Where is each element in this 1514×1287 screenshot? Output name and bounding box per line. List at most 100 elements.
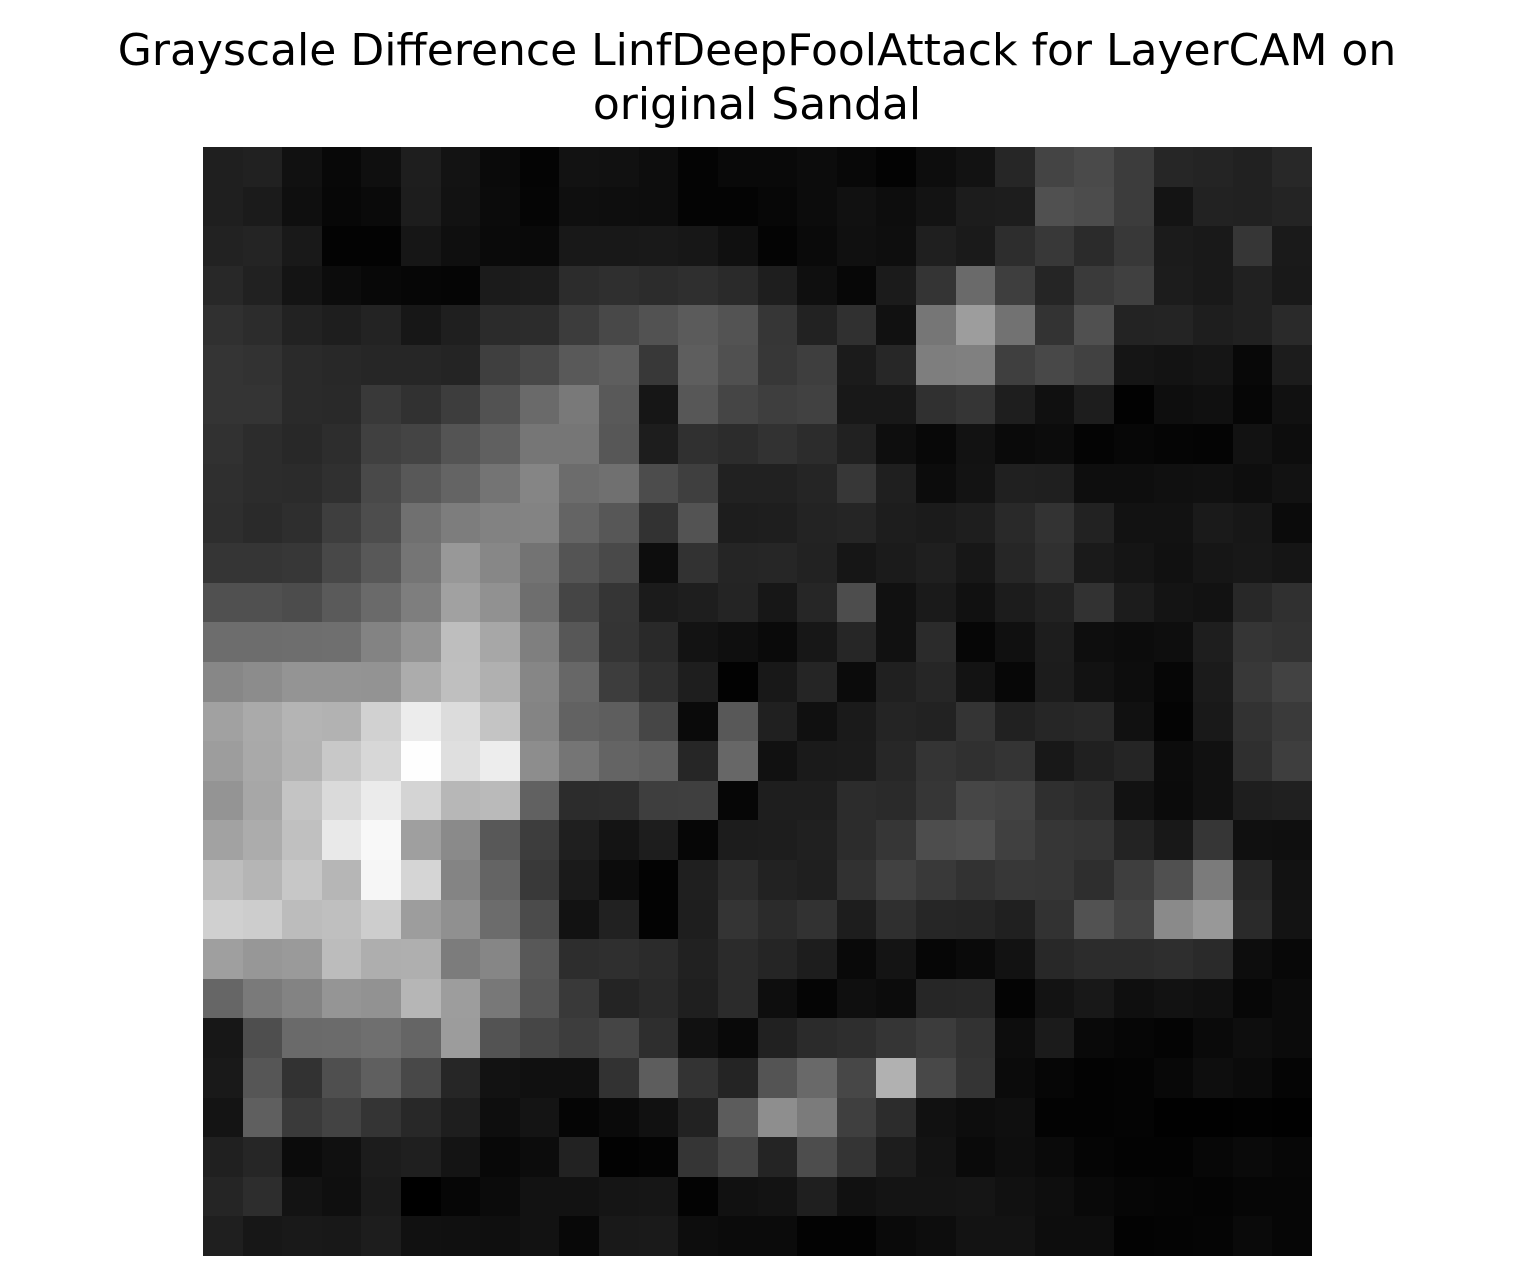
heatmap-cell-r15-c12 (678, 741, 718, 781)
heatmap-cell-r6-c8 (520, 385, 559, 424)
heatmap-cell-r24-c19 (956, 1098, 995, 1137)
heatmap-cell-r1-c20 (995, 187, 1035, 226)
heatmap-cell-r16-c20 (995, 781, 1035, 820)
heatmap-cell-r19-c3 (322, 900, 361, 939)
heatmap-cell-r5-c24 (1154, 345, 1193, 385)
heatmap-cell-r18-c0 (203, 860, 243, 900)
heatmap-cell-r7-c14 (758, 424, 797, 464)
heatmap-cell-r10-c18 (916, 543, 956, 583)
heatmap-cell-r25-c20 (995, 1137, 1035, 1177)
heatmap-cell-r6-c19 (956, 385, 995, 424)
heatmap-cell-r18-c5 (401, 860, 441, 900)
heatmap-cell-r14-c7 (480, 702, 520, 741)
heatmap-cell-r0-c13 (718, 147, 758, 187)
heatmap-cell-r21-c15 (797, 979, 837, 1018)
heatmap-cell-r21-c26 (1233, 979, 1272, 1018)
heatmap-cell-r22-c21 (1035, 1018, 1074, 1058)
heatmap-cell-r21-c11 (639, 979, 678, 1018)
heatmap-cell-r2-c18 (916, 226, 956, 266)
heatmap-cell-r3-c22 (1074, 266, 1114, 305)
heatmap-cell-r19-c19 (956, 900, 995, 939)
heatmap-cell-r6-c21 (1035, 385, 1074, 424)
heatmap-cell-r4-c11 (639, 305, 678, 345)
heatmap-cell-r13-c4 (361, 662, 401, 702)
heatmap-cell-r25-c16 (837, 1137, 876, 1177)
heatmap-cell-r17-c5 (401, 820, 441, 860)
heatmap-cell-r24-c18 (916, 1098, 956, 1137)
heatmap-cell-r20-c2 (282, 939, 322, 979)
heatmap-cell-r11-c17 (876, 583, 916, 622)
heatmap-cell-r19-c12 (678, 900, 718, 939)
heatmap-cell-r18-c4 (361, 860, 401, 900)
heatmap-cell-r4-c26 (1233, 305, 1272, 345)
heatmap-cell-r9-c10 (599, 503, 639, 543)
heatmap-cell-r8-c10 (599, 464, 639, 503)
heatmap-cell-r20-c24 (1154, 939, 1193, 979)
heatmap-cell-r1-c17 (876, 187, 916, 226)
heatmap-cell-r17-c4 (361, 820, 401, 860)
heatmap-cell-r21-c21 (1035, 979, 1074, 1018)
heatmap-cell-r9-c13 (718, 503, 758, 543)
heatmap-cell-r16-c7 (480, 781, 520, 820)
heatmap-cell-r11-c3 (322, 583, 361, 622)
heatmap-cell-r24-c12 (678, 1098, 718, 1137)
heatmap-cell-r6-c1 (243, 385, 282, 424)
heatmap-cell-r27-c0 (203, 1216, 243, 1256)
heatmap-cell-r3-c7 (480, 266, 520, 305)
heatmap-cell-r21-c3 (322, 979, 361, 1018)
heatmap-cell-r4-c4 (361, 305, 401, 345)
heatmap-cell-r9-c20 (995, 503, 1035, 543)
heatmap-cell-r10-c14 (758, 543, 797, 583)
heatmap-cell-r2-c21 (1035, 226, 1074, 266)
heatmap-cell-r2-c10 (599, 226, 639, 266)
heatmap-cell-r11-c5 (401, 583, 441, 622)
heatmap-cell-r26-c21 (1035, 1177, 1074, 1216)
heatmap-cell-r9-c23 (1114, 503, 1154, 543)
heatmap-cell-r24-c20 (995, 1098, 1035, 1137)
heatmap-cell-r15-c18 (916, 741, 956, 781)
heatmap-cell-r18-c7 (480, 860, 520, 900)
heatmap-cell-r6-c12 (678, 385, 718, 424)
heatmap-cell-r22-c4 (361, 1018, 401, 1058)
heatmap-cell-r27-c17 (876, 1216, 916, 1256)
heatmap-cell-r12-c5 (401, 622, 441, 662)
heatmap-cell-r24-c17 (876, 1098, 916, 1137)
heatmap-cell-r23-c13 (718, 1058, 758, 1098)
heatmap-cell-r12-c7 (480, 622, 520, 662)
heatmap-cell-r14-c3 (322, 702, 361, 741)
heatmap-cell-r3-c8 (520, 266, 559, 305)
heatmap-cell-r5-c16 (837, 345, 876, 385)
heatmap-cell-r25-c19 (956, 1137, 995, 1177)
heatmap-cell-r19-c10 (599, 900, 639, 939)
heatmap-cell-r12-c25 (1193, 622, 1233, 662)
heatmap-cell-r2-c11 (639, 226, 678, 266)
heatmap-cell-r24-c8 (520, 1098, 559, 1137)
heatmap-cell-r0-c26 (1233, 147, 1272, 187)
heatmap-cell-r26-c5 (401, 1177, 441, 1216)
heatmap-cell-r2-c1 (243, 226, 282, 266)
heatmap-cell-r18-c16 (837, 860, 876, 900)
heatmap-cell-r14-c0 (203, 702, 243, 741)
heatmap-cell-r21-c4 (361, 979, 401, 1018)
heatmap-cell-r24-c15 (797, 1098, 837, 1137)
heatmap-cell-r10-c15 (797, 543, 837, 583)
heatmap-cell-r11-c10 (599, 583, 639, 622)
heatmap-cell-r2-c5 (401, 226, 441, 266)
heatmap-cell-r23-c1 (243, 1058, 282, 1098)
heatmap-cell-r4-c3 (322, 305, 361, 345)
heatmap-cell-r26-c27 (1272, 1177, 1312, 1216)
heatmap-cell-r22-c22 (1074, 1018, 1114, 1058)
heatmap-cell-r0-c14 (758, 147, 797, 187)
heatmap-cell-r16-c14 (758, 781, 797, 820)
heatmap-cell-r22-c9 (559, 1018, 599, 1058)
heatmap-cell-r8-c2 (282, 464, 322, 503)
heatmap-cell-r13-c13 (718, 662, 758, 702)
heatmap-cell-r5-c18 (916, 345, 956, 385)
heatmap-cell-r4-c6 (441, 305, 480, 345)
heatmap-cell-r20-c22 (1074, 939, 1114, 979)
heatmap-cell-r21-c6 (441, 979, 480, 1018)
heatmap-cell-r2-c17 (876, 226, 916, 266)
heatmap-cell-r20-c10 (599, 939, 639, 979)
heatmap-cell-r16-c11 (639, 781, 678, 820)
